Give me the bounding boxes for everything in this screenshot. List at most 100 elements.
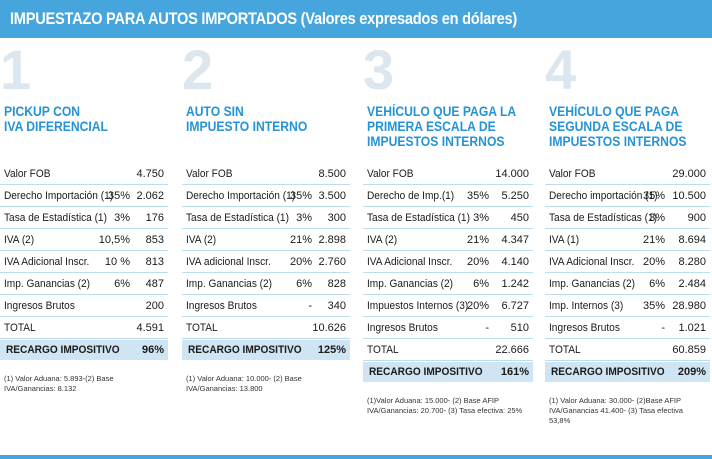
column-number: 3 bbox=[363, 38, 395, 93]
row-label: Valor FOB bbox=[367, 168, 414, 180]
table-row: Tasa de Estadística (1) 3% 450 bbox=[363, 206, 533, 229]
row-value: 2.062 bbox=[136, 190, 164, 202]
row-percentage: 35% bbox=[642, 190, 665, 202]
row-label: Tasa de Estadística (1) bbox=[367, 212, 470, 224]
row-percentage: 35% bbox=[642, 300, 665, 312]
recargo-label: RECARGO IMPOSITIVO bbox=[369, 366, 483, 378]
row-percentage: - bbox=[661, 322, 665, 334]
row-value: 340 bbox=[327, 300, 346, 312]
row-value: 2.484 bbox=[678, 278, 706, 290]
row-percentage: 3% bbox=[296, 212, 312, 224]
row-value: 2.760 bbox=[318, 256, 346, 268]
recargo-label: RECARGO IMPOSITIVO bbox=[188, 344, 302, 356]
column-3: 3 VEHÍCULO QUE PAGA LA PRIMERA ESCALA DE IM… bbox=[363, 38, 533, 448]
row-value: 10.626 bbox=[312, 322, 346, 334]
column-title-line: IMPUESTOS INTERNOS bbox=[549, 134, 687, 149]
row-label: Derecho Importación (1) bbox=[4, 190, 114, 202]
row-percentage: - bbox=[485, 322, 489, 334]
table-row: Derecho de Imp.(1) 35% 5.250 bbox=[363, 184, 533, 207]
row-percentage: 21% bbox=[642, 234, 665, 246]
row-value: 5.250 bbox=[501, 190, 529, 202]
column-number-band: 2 bbox=[182, 38, 350, 93]
row-percentage: 35% bbox=[466, 190, 489, 202]
row-label: TOTAL bbox=[4, 322, 36, 334]
table-row: Impuestos Internos (3) 20% 6.727 bbox=[363, 294, 533, 317]
row-value: 60.859 bbox=[672, 344, 706, 356]
row-percentage: 6% bbox=[473, 278, 489, 290]
row-value: 4.591 bbox=[136, 322, 164, 334]
row-label: Derecho importación (1) bbox=[549, 190, 658, 202]
column-title-line: PRIMERA ESCALA DE bbox=[367, 119, 496, 134]
row-value: 4.347 bbox=[501, 234, 529, 246]
header-bar: IMPUESTAZO PARA AUTOS IMPORTADOS (Valore… bbox=[0, 0, 712, 38]
row-label: IVA adicional Inscr. bbox=[186, 256, 271, 268]
table-row: Valor FOB 14.000 bbox=[363, 162, 533, 185]
column-number: 4 bbox=[545, 38, 577, 93]
row-percentage: 3% bbox=[649, 212, 665, 224]
row-label: Imp. Ganancias (2) bbox=[186, 278, 273, 290]
row-label: Tasa de Estadística (1) bbox=[4, 212, 107, 224]
row-label: Imp. Ganancias (2) bbox=[367, 278, 454, 290]
recargo-row: RECARGO IMPOSITIVO 125% bbox=[182, 340, 350, 360]
column-title: VEHÍCULO QUE PAGA LA PRIMERA ESCALA DE IMP… bbox=[367, 104, 516, 149]
table-row: Imp. Ganancias (2) 6% 828 bbox=[182, 272, 350, 295]
table-row: Tasa de Estadísticas (1) 3% 900 bbox=[545, 206, 710, 229]
row-percentage: 20% bbox=[466, 300, 489, 312]
row-percentage: 6% bbox=[296, 278, 312, 290]
row-value: 487 bbox=[145, 278, 164, 290]
row-label: Ingresos Brutos bbox=[549, 322, 620, 334]
recargo-label: RECARGO IMPOSITIVO bbox=[6, 344, 120, 356]
footnote: (1) Valor Aduana: 5.893-(2) Base IVA/Gan… bbox=[4, 374, 114, 393]
column-1: 1 PICKUP CON IVA DIFERENCIAL Valor FOB 4.750… bbox=[0, 38, 168, 448]
table-row: Imp. Ganancias (2) 6% 1.242 bbox=[363, 272, 533, 295]
table-row: Ingresos Brutos - 1.021 bbox=[545, 316, 710, 339]
row-label: IVA (2) bbox=[4, 234, 35, 246]
recargo-value: 161% bbox=[500, 366, 529, 378]
table-row: Valor FOB 29.000 bbox=[545, 162, 710, 185]
row-label: TOTAL bbox=[549, 344, 581, 356]
row-percentage: 6% bbox=[114, 278, 130, 290]
column-title-line: VEHÍCULO QUE PAGA bbox=[549, 104, 680, 119]
row-value: 6.727 bbox=[501, 300, 529, 312]
table-row: IVA (2) 21% 2.898 bbox=[182, 228, 350, 251]
row-value: 4.140 bbox=[501, 256, 529, 268]
table-row: Derecho Importación (1) 35% 2.062 bbox=[0, 184, 168, 207]
row-value: 450 bbox=[510, 212, 529, 224]
row-label: Derecho Importación (1) bbox=[186, 190, 296, 202]
table-row: Tasa de Estadística (1) 3% 176 bbox=[0, 206, 168, 229]
row-percentage: 3% bbox=[114, 212, 130, 224]
table-row: Ingresos Brutos 200 bbox=[0, 294, 168, 317]
column-number-band: 1 bbox=[0, 38, 168, 93]
row-value: 8.694 bbox=[678, 234, 706, 246]
row-value: 828 bbox=[327, 278, 346, 290]
column-title: VEHÍCULO QUE PAGA SEGUNDA ESCALA DE IMPUES… bbox=[549, 104, 687, 149]
row-percentage: 20% bbox=[642, 256, 665, 268]
row-value: 2.898 bbox=[318, 234, 346, 246]
page-title: IMPUESTAZO PARA AUTOS IMPORTADOS (Valore… bbox=[10, 9, 517, 28]
row-percentage: 35% bbox=[107, 190, 130, 202]
row-percentage: 21% bbox=[289, 234, 312, 246]
row-value: 176 bbox=[145, 212, 164, 224]
column-number: 2 bbox=[182, 38, 214, 93]
row-label: Tasa de Estadísticas (1) bbox=[549, 212, 657, 224]
table-row: Imp. Internos (3) 35% 28.980 bbox=[545, 294, 710, 317]
table-row: IVA Adicional Inscr. 10 % 813 bbox=[0, 250, 168, 273]
row-label: IVA Adicional Inscr. bbox=[4, 256, 90, 268]
recargo-value: 209% bbox=[677, 366, 706, 378]
table-row: TOTAL 10.626 bbox=[182, 316, 350, 339]
table-row: Tasa de Estadística (1) 3% 300 bbox=[182, 206, 350, 229]
table-row: TOTAL 22.666 bbox=[363, 338, 533, 361]
table-row: Derecho Importación (1) 35% 3.500 bbox=[182, 184, 350, 207]
row-label: Imp. Ganancias (2) bbox=[4, 278, 91, 290]
row-value: 22.666 bbox=[495, 344, 529, 356]
recargo-row: RECARGO IMPOSITIVO 161% bbox=[363, 362, 533, 382]
row-label: IVA (2) bbox=[367, 234, 398, 246]
recargo-row: RECARGO IMPOSITIVO 209% bbox=[545, 362, 710, 382]
footnote: (1) Valor Aduana: 10.000- (2) Base IVA/G… bbox=[186, 374, 302, 393]
row-value: 813 bbox=[145, 256, 164, 268]
row-value: 8.500 bbox=[318, 168, 346, 180]
row-value: 853 bbox=[145, 234, 164, 246]
row-percentage: 21% bbox=[466, 234, 489, 246]
row-label: Tasa de Estadística (1) bbox=[186, 212, 289, 224]
row-percentage: 6% bbox=[649, 278, 665, 290]
